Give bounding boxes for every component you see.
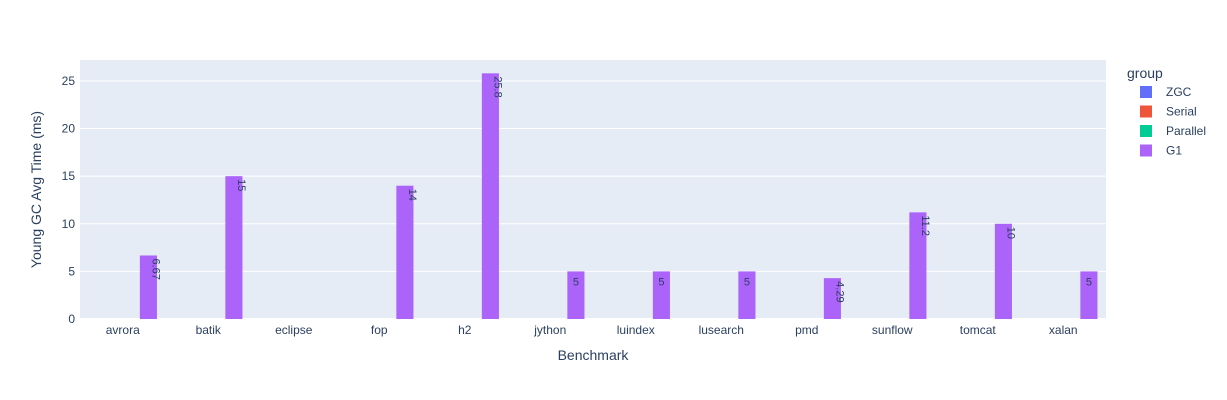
x-tick-label: tomcat <box>960 323 997 337</box>
x-tick-label: eclipse <box>275 323 313 337</box>
bar-g1-xalan <box>1080 271 1098 319</box>
bar-g1-lusearch <box>738 271 756 319</box>
bar-label: 5 <box>1086 276 1092 288</box>
bar-g1-h2 <box>481 73 499 320</box>
legend-label-zgc: ZGC <box>1166 85 1192 99</box>
bar-label: 15 <box>235 179 247 191</box>
grid-lines <box>80 80 1106 320</box>
x-tick-label: batik <box>196 323 222 337</box>
x-tick-label: fop <box>371 323 388 337</box>
y-tick-label: 15 <box>62 169 76 183</box>
y-tick-label: 10 <box>62 217 76 231</box>
bar-g1-fop <box>396 185 414 319</box>
bar-label: 10 <box>1004 227 1016 239</box>
plot-area <box>80 60 1106 319</box>
x-tick-label: jython <box>533 323 566 337</box>
x-tick-label: xalan <box>1049 323 1078 337</box>
x-tick-label: luindex <box>617 323 655 337</box>
bar-label: 5 <box>573 276 579 288</box>
x-tick-label: sunflow <box>872 323 913 337</box>
y-tick-label: 0 <box>68 312 75 326</box>
bar-label: 6.67 <box>149 258 161 279</box>
bar-label: 14 <box>406 189 418 201</box>
bar-g1-tomcat <box>994 223 1012 319</box>
legend-label-parallel: Parallel <box>1166 124 1206 138</box>
legend-swatch-zgc <box>1140 86 1152 98</box>
x-tick-label: avrora <box>106 323 140 337</box>
legend-label-g1: G1 <box>1166 144 1182 158</box>
y-tick-label: 5 <box>68 264 75 278</box>
y-tick-label: 25 <box>62 74 76 88</box>
bar-g1-avrora <box>139 255 157 319</box>
y-axis-ticks: 0 5 10 15 20 25 <box>62 74 76 326</box>
x-tick-label: h2 <box>458 323 472 337</box>
x-tick-label: pmd <box>795 323 818 337</box>
bar-g1-luindex <box>652 271 670 319</box>
bar-g1-jython <box>567 271 585 319</box>
x-tick-label: lusearch <box>699 323 744 337</box>
legend-swatch-parallel <box>1140 125 1152 137</box>
legend-swatch-g1 <box>1140 144 1152 157</box>
bar-g1-sunflow <box>909 212 927 319</box>
y-tick-label: 20 <box>62 122 76 136</box>
legend: ZGC Serial Parallel G1 <box>1140 85 1206 158</box>
legend-title: group <box>1127 65 1163 81</box>
bar-label: 25.8 <box>491 76 503 97</box>
bar-label: 11.2 <box>919 215 931 236</box>
bar-label: 5 <box>744 276 750 288</box>
x-axis-ticks: avrora batik eclipse fop h2 jython luindex luse… <box>106 323 1078 337</box>
legend-label-serial: Serial <box>1166 105 1197 119</box>
bar-label: 5 <box>658 276 664 288</box>
bar-label: 4.29 <box>833 281 845 302</box>
bars: 6.67 15 14 25.8 5 5 5 4.29 11.2 10 5 <box>139 73 1098 320</box>
legend-swatch-serial <box>1140 105 1152 118</box>
y-axis-title: Young GC Avg Time (ms) <box>28 111 44 268</box>
bar-g1-pmd <box>823 278 841 319</box>
bar-g1-batik <box>225 176 243 319</box>
x-axis-title: Benchmark <box>558 347 630 363</box>
